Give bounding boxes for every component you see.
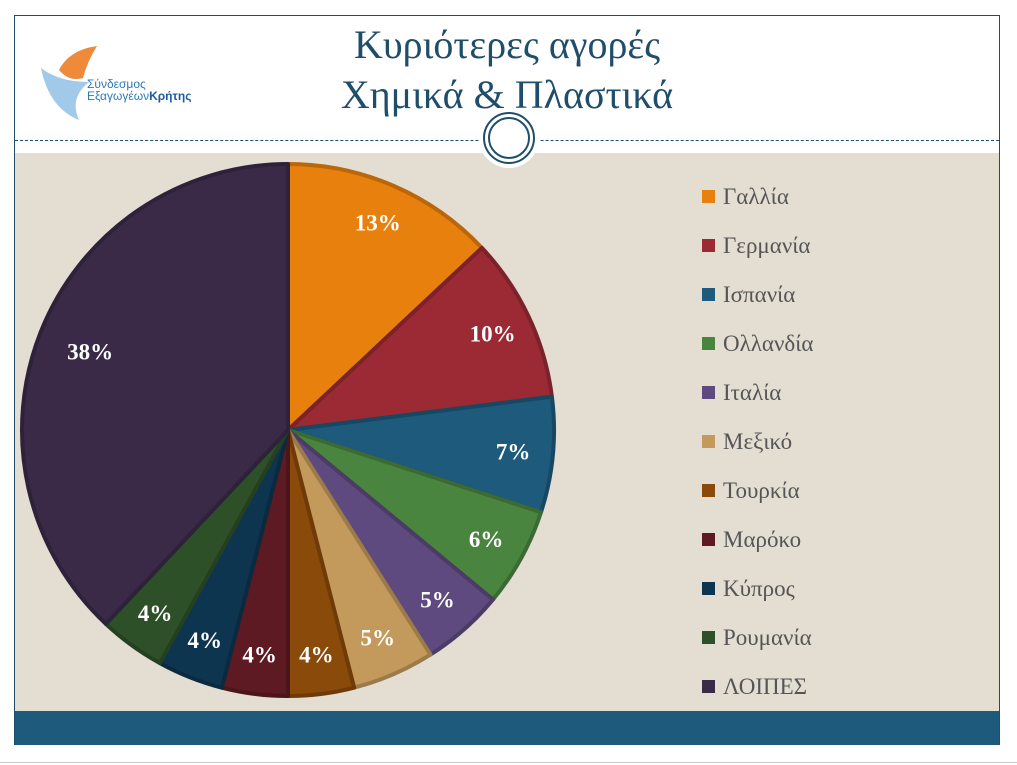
- legend-swatch: [702, 337, 715, 350]
- data-label-0: 13%: [355, 210, 401, 235]
- legend-swatch: [702, 680, 715, 693]
- legend-swatch: [702, 582, 715, 595]
- legend-label: Τουρκία: [723, 477, 800, 503]
- pie-slice-2: [286, 394, 556, 515]
- legend-swatch: [702, 190, 715, 203]
- legend-label: Κύπρος: [723, 575, 795, 601]
- legend-label: Ιταλία: [723, 379, 782, 405]
- legend-item: Γερμανία: [702, 221, 813, 270]
- legend-swatch: [702, 386, 715, 399]
- logo-text-3: Κρήτης: [149, 89, 192, 103]
- legend-item: Ολλανδία: [702, 319, 813, 368]
- circle-ornament: [479, 108, 539, 168]
- page-title: Κυριότερες αγορές Χημικά & Πλαστικά: [15, 20, 999, 120]
- data-label-3: 6%: [469, 527, 504, 552]
- legend-item: Ισπανία: [702, 270, 813, 319]
- legend-item: Ιταλία: [702, 368, 813, 417]
- logo: Σύνδεσμος ΕξαγωγέωνΚρήτης: [39, 42, 191, 127]
- legend-item: Τουρκία: [702, 466, 813, 515]
- data-label-8: 4%: [188, 628, 223, 653]
- legend-label: Ισπανία: [723, 281, 796, 307]
- data-label-9: 4%: [138, 601, 173, 626]
- logo-text-2: Εξαγωγέων: [87, 89, 150, 103]
- legend-label: Γερμανία: [723, 232, 811, 258]
- bottom-line: [0, 762, 1017, 763]
- legend-swatch: [702, 484, 715, 497]
- logo-text-1: Σύνδεσμος: [87, 77, 146, 91]
- data-label-6: 4%: [299, 642, 334, 667]
- legend-label: Ολλανδία: [723, 330, 814, 356]
- legend: Γαλλία Γερμανία Ισπανία Ολλανδία Ιταλία Μεξικ…: [702, 172, 813, 711]
- legend-swatch: [702, 239, 715, 252]
- pie-slice-0: [286, 162, 484, 432]
- title-line-1: Κυριότερες αγορές: [353, 22, 661, 67]
- legend-item: ΛΟΙΠΕΣ: [702, 662, 813, 711]
- footer-bar: [15, 711, 999, 745]
- legend-swatch: [702, 533, 715, 546]
- legend-item: Κύπρος: [702, 564, 813, 613]
- data-label-10: 38%: [67, 340, 113, 365]
- legend-label: Γαλλία: [723, 183, 789, 209]
- legend-label: ΛΟΙΠΕΣ: [723, 673, 808, 699]
- legend-item: Γαλλία: [702, 172, 813, 221]
- pie-slice-1: [286, 245, 554, 432]
- pie-slice-10: [20, 162, 290, 626]
- legend-item: Μαρόκο: [702, 515, 813, 564]
- data-label-2: 7%: [496, 439, 531, 464]
- data-label-1: 10%: [470, 322, 516, 347]
- data-label-4: 5%: [420, 588, 455, 613]
- legend-swatch: [702, 435, 715, 448]
- legend-label: Μαρόκο: [723, 526, 802, 552]
- data-label-5: 5%: [361, 626, 396, 651]
- legend-label: Ρουμανία: [723, 624, 812, 650]
- legend-swatch: [702, 631, 715, 644]
- legend-item: Μεξικό: [702, 417, 813, 466]
- legend-swatch: [702, 288, 715, 301]
- data-label-7: 4%: [242, 642, 277, 667]
- legend-label: Μεξικό: [723, 428, 793, 454]
- legend-item: Ρουμανία: [702, 613, 813, 662]
